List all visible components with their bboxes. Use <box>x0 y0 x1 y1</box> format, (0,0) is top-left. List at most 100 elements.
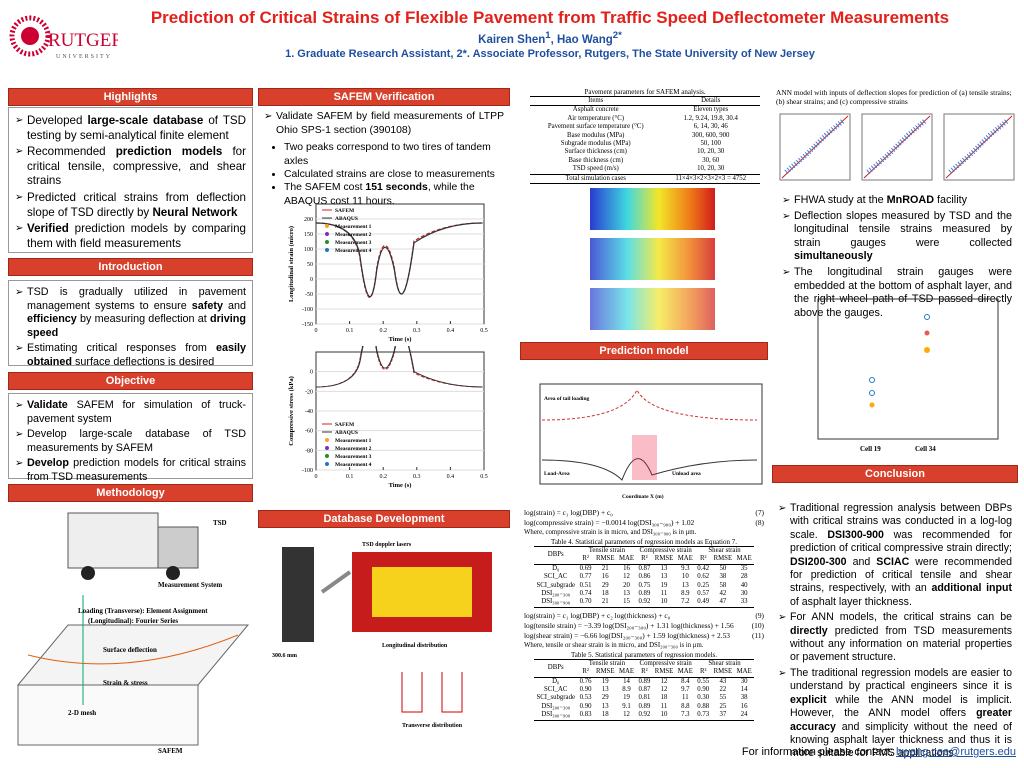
bullet-text: SCIAC <box>876 555 910 568</box>
legend-swatch <box>325 248 329 252</box>
table-cell: 0.77 <box>579 573 592 581</box>
table-cell: 19 <box>660 581 668 589</box>
table-cell: 38 <box>740 694 748 702</box>
table-cell: 30 <box>740 590 748 598</box>
figure-label: Cell 19 <box>860 445 881 453</box>
bullet-text: The SAFEM cost <box>284 182 366 194</box>
figure-label: Unload area <box>672 471 701 477</box>
table-cell: 13 <box>660 573 668 581</box>
legend-label: Measurement 4 <box>335 248 372 254</box>
table-cell: 12 <box>623 573 630 581</box>
table-cell: 0.83 <box>579 711 592 719</box>
table-header-row: R² RMSE MAE R² RMSE MAE R² RMSE MAE <box>534 668 754 678</box>
bullet-list: TSD is gradually utilized in pavement ma… <box>9 284 252 374</box>
table-cell: 19 <box>623 694 630 702</box>
y-tick-label: 100 <box>304 247 313 253</box>
bullet-text: Develop large-scale database of TSD meas… <box>27 428 246 454</box>
table-header: RMSE <box>595 668 615 676</box>
table-header: Details <box>701 97 721 104</box>
table-header: Tensile strain <box>588 547 626 554</box>
table-cell: Eleven types <box>693 106 729 114</box>
bullet-text: efficiency <box>27 313 77 326</box>
table-cell: 14 <box>740 686 748 694</box>
table-cell: SCI_AC <box>544 686 568 694</box>
table-cell: 21 <box>601 564 609 572</box>
table-cell: 0.90 <box>579 686 592 694</box>
table-row: DSI₂₀₀₋₃₀₀ 0.74 18 13 0.89 11 8.9 0.57 42 30 <box>534 590 754 598</box>
table-cell: Base thickness (cm) <box>568 156 624 164</box>
table-cell: 300, 600, 900 <box>692 131 730 139</box>
table-row: DSI₃₀₀₋₉₀₀ 0.83 18 12 0.92 10 7.3 0.73 37 24 <box>534 711 754 720</box>
table-cell: 0.87 <box>638 564 651 572</box>
bullet-text: surface deflections is desired <box>72 355 215 368</box>
table-cell: 0.69 <box>579 564 592 572</box>
table-header: Shear strain <box>708 547 741 554</box>
table-caption: Pavement parameters for SAFEM analysis. <box>584 88 706 96</box>
section-header: Introduction <box>8 258 253 276</box>
point <box>924 347 930 353</box>
table-cell: 25 <box>719 702 727 710</box>
section-body: Developed large-scale database of TSD te… <box>8 107 253 253</box>
table-cell: 11×4×3×2×3×2×3 = 4752 <box>675 174 747 182</box>
legend-swatch <box>325 224 329 228</box>
y-axis-label: Longitudinal strain (micro) <box>288 226 295 302</box>
table-header: MAE <box>736 668 752 676</box>
scatter-c <box>943 113 1015 181</box>
contour <box>590 288 715 330</box>
table-cell: 8.8 <box>681 702 690 710</box>
bullet: Two peaks correspond to two tires of tan… <box>284 141 504 168</box>
bullet-text: simultaneously <box>794 250 873 263</box>
table-row: DSI₃₀₀₋₉₀₀ 0.70 21 15 0.92 10 7.2 0.49 47 33 <box>534 598 754 607</box>
equation: log(strain) = c₁ log(DBP) + c₀ (7) <box>520 508 768 518</box>
table-cell: DSI₃₀₀₋₉₀₀ <box>541 598 571 606</box>
table-cell: 18 <box>660 694 668 702</box>
figure-label: Loading (Transverse): Element Assignment <box>78 607 208 615</box>
authors: Kairen Shen1, Hao Wang2* <box>100 30 1000 46</box>
table-cell: 0.89 <box>638 590 651 598</box>
table-cell: Air temperature (°C) <box>567 114 625 122</box>
y-tick-label: 200 <box>304 217 313 223</box>
section-header: Highlights <box>8 88 253 106</box>
bullet-text: was recommended for prediction of critic… <box>790 528 1012 555</box>
email-link[interactable]: hwang.cee@rutgers.edu <box>895 746 1016 758</box>
ann-body: FHWA study at the MnROAD facilityDeflect… <box>776 192 1018 324</box>
table-row: TSD speed (m/s) 10, 20, 30 <box>530 165 760 174</box>
table-cell: 19 <box>601 677 609 685</box>
bullet-text: Deflection slopes measured by TSD and th… <box>794 209 1012 249</box>
bullet-text: of TSD testing by semi-analytical finite… <box>27 114 247 142</box>
bullet: The traditional regression models are ea… <box>778 667 1012 761</box>
table-cell: 8.9 <box>622 686 631 694</box>
legend-label: SAFEM <box>335 208 355 214</box>
table-row: Surface thickness (cm) 10, 20, 30 <box>530 148 760 156</box>
table-cell: D₀ <box>552 564 560 572</box>
x-tick-label: 0.4 <box>447 328 455 334</box>
strain-chart: -150 -100 -50 0 50 100 150 200 0 0.1 0.2 0.3 0.4 0.5 T… <box>288 203 488 343</box>
bullet-text: SAFEM for simulation of truck-pavement s… <box>27 399 246 425</box>
y-tick-label: 0 <box>310 277 313 283</box>
bullet-text: were recommended for prediction of criti… <box>790 555 1012 595</box>
bullet-text: Predicted critical strains from deflecti… <box>27 190 246 219</box>
scatter-b <box>861 113 933 181</box>
bullet: Calculated strains are close to measurem… <box>284 168 504 181</box>
table-cell: 50, 100 <box>700 140 721 148</box>
table-row: Base modulus (MPa) 300, 600, 900 <box>530 132 760 140</box>
table-cell: 10 <box>660 711 668 719</box>
table-cell: 0.89 <box>638 702 651 710</box>
table-cell: 0.51 <box>579 581 592 589</box>
table-cell: 28 <box>740 573 748 581</box>
table-header: MAE <box>618 555 635 563</box>
params-table: Items Details Asphalt concrete Eleven types… <box>530 96 760 185</box>
legend-label: ABAQUS <box>335 216 358 222</box>
equation-part: log(strain) = c₁ log(DBP) + c₀ <box>524 508 613 517</box>
table-row: SCI_subgrade 0.51 29 20 0.75 19 13 0.25 58 40 <box>534 582 754 590</box>
bullet-text: 151 seconds <box>365 182 428 194</box>
point <box>924 330 930 336</box>
table-row: Air temperature (°C) 1.2, 9.24, 19.8, 30.… <box>530 115 760 123</box>
table-header: DBPs <box>547 551 564 559</box>
bullet-text: large-scale database <box>87 114 204 127</box>
table-cell: 11 <box>660 590 668 598</box>
table-row: DSI₂₀₀₋₃₀₀ 0.90 13 9.1 0.89 11 8.8 0.88 25 16 <box>534 703 754 711</box>
y-tick-label: 150 <box>304 232 313 238</box>
author-part: 1 <box>545 30 551 41</box>
